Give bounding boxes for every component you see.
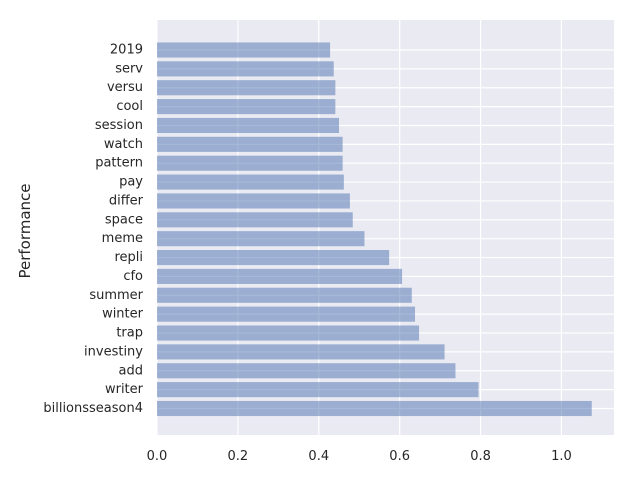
y-tick-label-repli: repli: [114, 250, 143, 265]
y-tick-label-summer: summer: [89, 288, 143, 303]
bar-investiny: [157, 344, 445, 360]
y-tick-label-investiny: investiny: [84, 344, 143, 359]
y-tick-label-billionsseason4: billionsseason4: [43, 401, 143, 416]
bar-pattern: [157, 155, 343, 171]
bar-repli: [157, 250, 390, 266]
x-tick-labels: 0.0 0.2 0.4 0.6 0.8 1.0: [147, 449, 572, 464]
y-tick-label-writer: writer: [105, 382, 144, 397]
bar-serv: [157, 61, 334, 77]
y-tick-label-cool: cool: [116, 99, 143, 114]
bar-meme: [157, 231, 365, 247]
y-tick-label-watch: watch: [104, 137, 143, 152]
bar-2019: [157, 42, 331, 58]
y-tick-labels: billionsseason4 writer add investiny trap win…: [43, 43, 143, 417]
bar-winter: [157, 306, 416, 322]
bar-add: [157, 363, 456, 379]
x-tick-label: 0.4: [308, 449, 329, 464]
x-tick-label: 0.8: [470, 449, 491, 464]
bar-cool: [157, 99, 336, 115]
y-tick-label-pattern: pattern: [95, 156, 143, 171]
y-tick-label-cfo: cfo: [123, 269, 143, 284]
bar-versu: [157, 80, 336, 96]
bar-watch: [157, 136, 343, 152]
y-tick-label-space: space: [105, 212, 143, 227]
y-tick-label-meme: meme: [102, 231, 143, 246]
x-tick-label: 0.2: [228, 449, 249, 464]
bar-pay: [157, 174, 344, 190]
bar-summer: [157, 287, 412, 303]
bar-differ: [157, 193, 350, 209]
y-tick-label-session: session: [95, 118, 143, 133]
y-tick-label-differ: differ: [109, 193, 144, 208]
y-tick-label-winter: winter: [102, 307, 144, 322]
bar-billionsseason4: [157, 400, 592, 417]
y-axis-label: Performance: [16, 183, 34, 278]
y-tick-label-serv: serv: [115, 61, 143, 76]
bar-space: [157, 212, 353, 228]
y-tick-label-add: add: [119, 363, 143, 378]
x-tick-label: 0.0: [147, 449, 168, 464]
y-tick-label-pay: pay: [119, 175, 143, 190]
y-tick-label-trap: trap: [116, 326, 143, 341]
bars: [157, 42, 592, 417]
x-tick-label: 0.6: [389, 449, 410, 464]
bar-session: [157, 117, 339, 134]
x-tick-label: 1.0: [551, 449, 572, 464]
y-tick-label-2019: 2019: [110, 43, 143, 58]
y-tick-label-versu: versu: [107, 80, 143, 95]
bar-cfo: [157, 268, 403, 284]
bar-writer: [157, 382, 479, 398]
bar-trap: [157, 325, 420, 341]
